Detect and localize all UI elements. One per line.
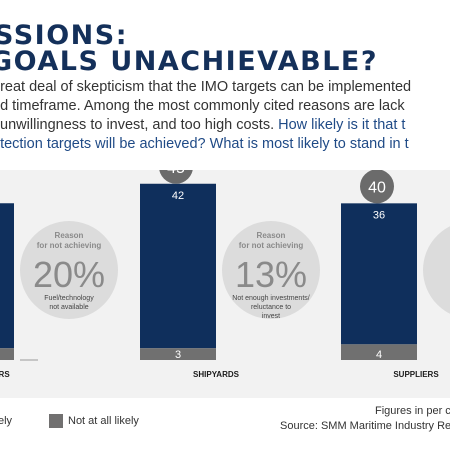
category-label-0: HIPOWNERS xyxy=(0,370,10,379)
reason-label-line1-0: Reason xyxy=(55,231,84,240)
total-badge-1 xyxy=(159,170,193,184)
intro-question-part2: otection targets will be achieved? What … xyxy=(0,136,409,152)
data-label-likely-2: 36 xyxy=(373,209,385,221)
bar-likely-0 xyxy=(0,203,14,349)
intro-question-part1: How likely is it that t xyxy=(278,117,406,133)
reason-label-line1-1: Reason xyxy=(257,231,286,240)
reason-text-line1-0: Fuel/technology xyxy=(44,295,94,302)
intro-line3-text: , unwillingness to invest, and too high … xyxy=(0,117,275,133)
data-label-likely-1: 42 xyxy=(172,190,184,202)
reason-circle-2 xyxy=(423,226,450,314)
legend-not-at-all-swatch xyxy=(49,414,63,428)
reason-text-line1-1: Not enough investments/ xyxy=(232,295,309,302)
intro-line3: , unwillingness to invest, and too high … xyxy=(0,116,450,135)
units-note: Figures in per c xyxy=(375,405,450,417)
legend-likely-label: ely xyxy=(0,415,13,427)
reason-label-line2-1: for not achieving xyxy=(239,241,304,250)
bar-not-at-all-2 xyxy=(341,344,417,360)
data-label-not-at-all-1: 3 xyxy=(175,349,181,361)
intro-line2: ed timeframe. Among the most commonly ci… xyxy=(0,98,405,114)
source-note: Source: SMM Maritime Industry Rep xyxy=(280,420,450,432)
reason-text-line3-1: invest xyxy=(262,313,280,320)
reason-percent-1: 13% xyxy=(235,254,307,295)
reason-circle-1 xyxy=(222,221,320,319)
chart-title-line2: GOALS UNACHIEVABLE? xyxy=(0,46,379,77)
chart-title-line1: SSIONS: xyxy=(0,20,129,51)
category-label-1: SHIPYARDS xyxy=(193,370,240,379)
bar-chart: 3HIPOWNERSReasonfor not achieving20%Fuel… xyxy=(0,170,450,379)
bar-likely-2 xyxy=(341,203,417,345)
legend-not-at-all-label: Not at all likely xyxy=(68,415,139,427)
reason-text-line2-1: reluctance to xyxy=(251,304,291,311)
reason-label-line2-0: for not achieving xyxy=(37,241,102,250)
intro-line1: great deal of skepticism that the IMO ta… xyxy=(0,79,412,95)
total-badge-2 xyxy=(360,170,394,204)
intro-text: great deal of skepticism that the IMO ta… xyxy=(0,78,450,154)
reason-percent-0: 20% xyxy=(33,254,105,295)
bar-likely-1 xyxy=(140,183,216,349)
data-label-not-at-all-2: 4 xyxy=(376,349,382,361)
bar-not-at-all-0 xyxy=(0,348,14,360)
reason-circle-0 xyxy=(20,221,118,319)
total-badge-label-1: 45 xyxy=(167,170,185,177)
category-label-2: SUPPLIERS xyxy=(393,370,439,379)
reason-text-line2-0: not available xyxy=(49,304,88,311)
bar-not-at-all-1 xyxy=(140,348,216,360)
total-badge-label-2: 40 xyxy=(368,179,386,196)
